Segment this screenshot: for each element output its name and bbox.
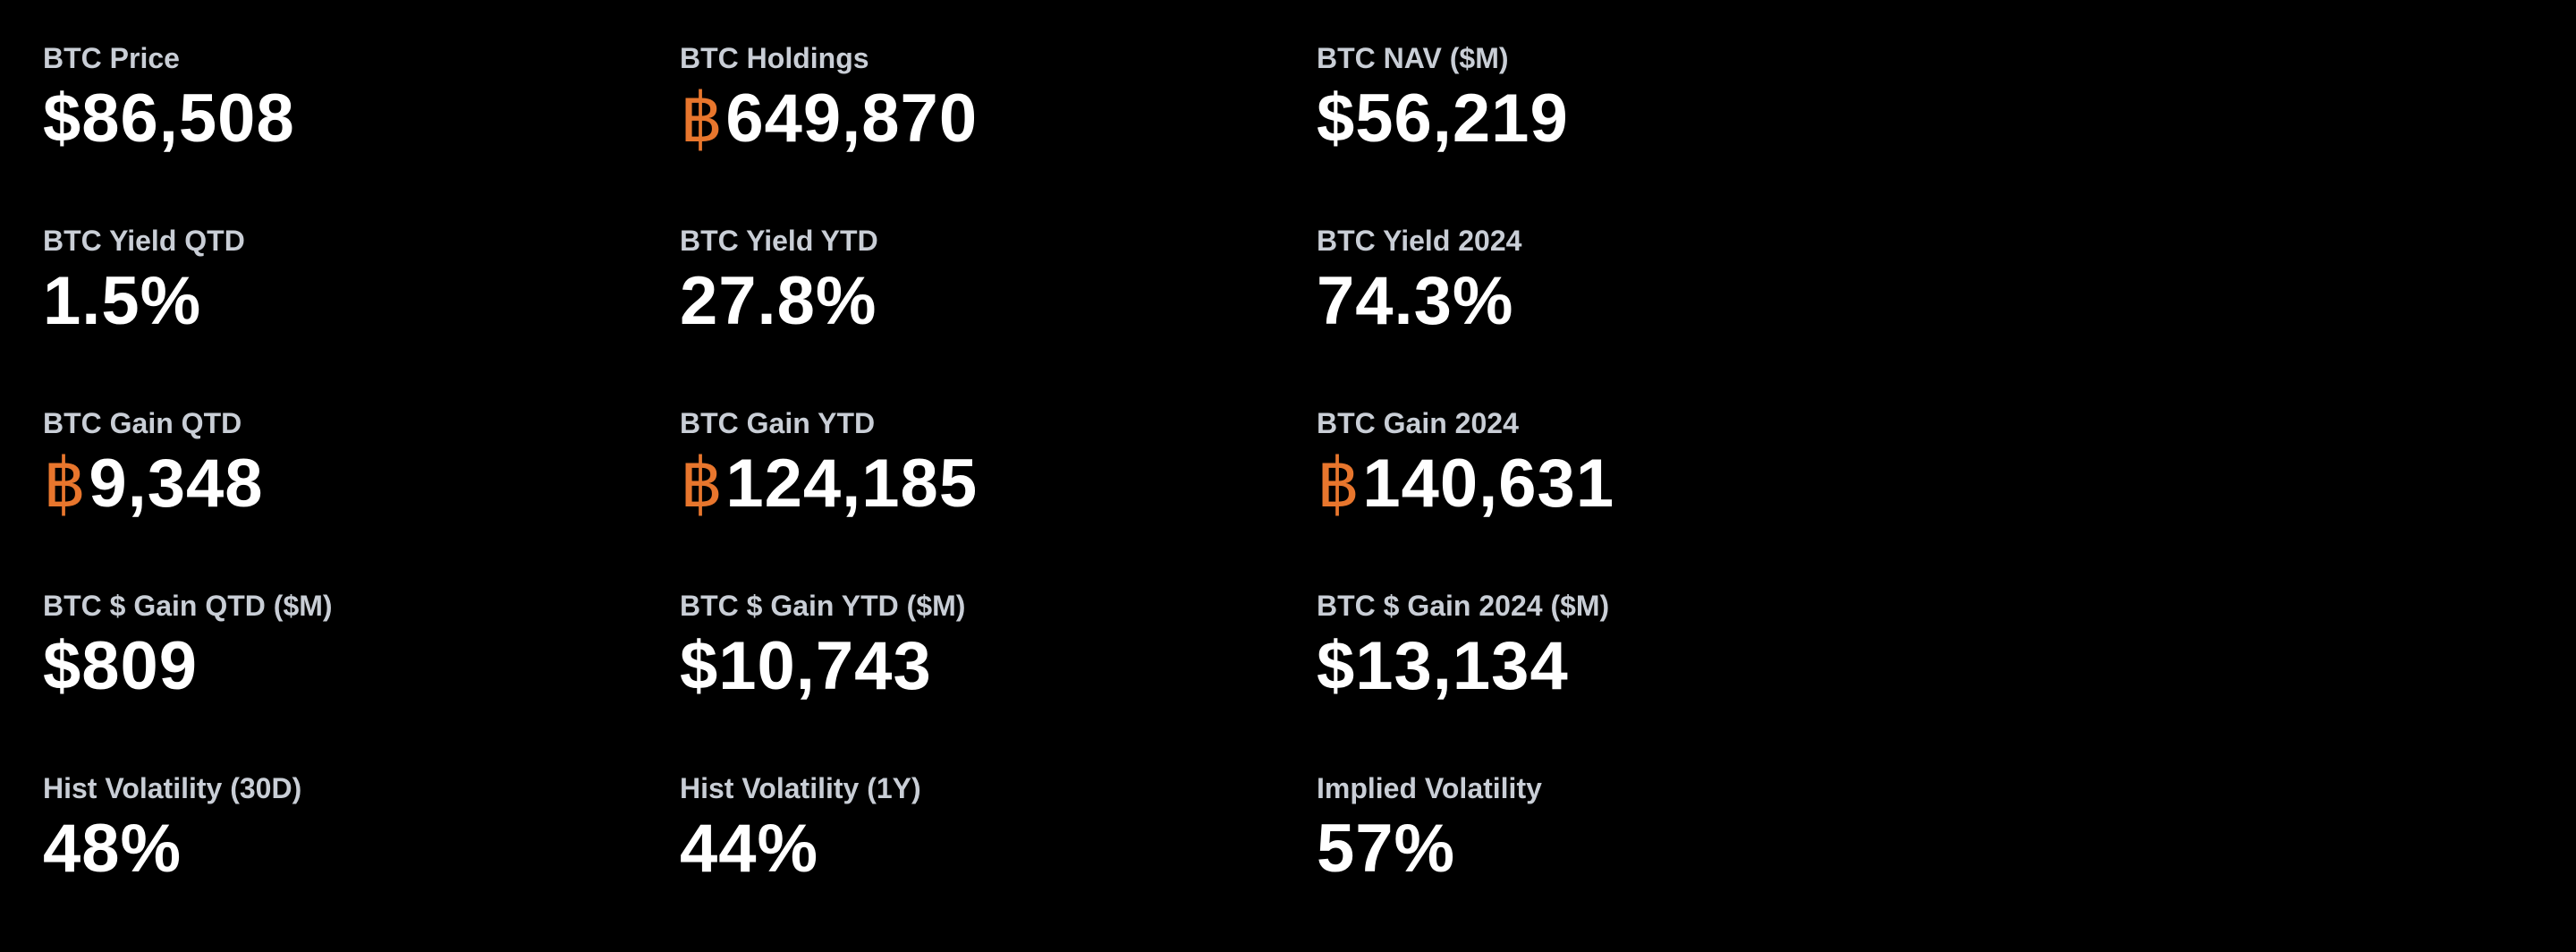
- stat-label: BTC Yield YTD: [680, 225, 878, 257]
- stat-btc-gain-ytd: BTC Gain YTD ฿124,185: [680, 404, 1306, 548]
- stat-btc-dollar-gain-ytd: BTC $ Gain YTD ($M) $10,743: [680, 587, 1306, 730]
- stat-label: BTC Gain YTD: [680, 407, 876, 439]
- stat-value: $56,219: [1317, 81, 1569, 157]
- stat-label: BTC Gain QTD: [43, 407, 242, 439]
- stat-value: $86,508: [43, 81, 295, 157]
- stat-label: BTC Price: [43, 42, 180, 74]
- stat-btc-yield-qtd: BTC Yield QTD 1.5%: [43, 222, 669, 365]
- stat-value: $13,134: [1317, 628, 1569, 704]
- stat-hist-volatility-1y: Hist Volatility (1Y) 44%: [680, 769, 1306, 913]
- stat-label: Hist Volatility (30D): [43, 772, 302, 804]
- stat-value: ฿9,348: [43, 446, 264, 522]
- stat-btc-nav: BTC NAV ($M) $56,219: [1317, 39, 1943, 183]
- stat-value: 48%: [43, 811, 182, 887]
- btc-metrics-grid: BTC Price $86,508 BTC Holdings ฿649,870 …: [43, 0, 2533, 916]
- bitcoin-icon: ฿: [680, 446, 724, 522]
- stat-btc-dollar-gain-2024: BTC $ Gain 2024 ($M) $13,134: [1317, 587, 1943, 730]
- stat-label: BTC Yield QTD: [43, 225, 245, 257]
- bitcoin-icon: ฿: [43, 446, 88, 522]
- stat-label: BTC Gain 2024: [1317, 407, 1519, 439]
- stat-btc-yield-2024: BTC Yield 2024 74.3%: [1317, 222, 1943, 365]
- stat-label: BTC NAV ($M): [1317, 42, 1509, 74]
- stat-implied-volatility: Implied Volatility 57%: [1317, 769, 1943, 913]
- stat-btc-holdings: BTC Holdings ฿649,870: [680, 39, 1306, 183]
- stat-label: BTC Yield 2024: [1317, 225, 1522, 257]
- stat-btc-gain-qtd: BTC Gain QTD ฿9,348: [43, 404, 669, 548]
- metrics-row: BTC Gain QTD ฿9,348 BTC Gain YTD ฿124,18…: [43, 404, 1653, 587]
- stat-value: 74.3%: [1317, 263, 1514, 339]
- metrics-row: BTC $ Gain QTD ($M) $809 BTC $ Gain YTD …: [43, 587, 1653, 769]
- stat-value: ฿140,631: [1317, 446, 1615, 522]
- stat-value: 27.8%: [680, 263, 877, 339]
- metrics-row: BTC Price $86,508 BTC Holdings ฿649,870 …: [43, 39, 1653, 222]
- stat-label: Hist Volatility (1Y): [680, 772, 921, 804]
- bitcoin-icon: ฿: [1317, 446, 1361, 522]
- stat-value: ฿649,870: [680, 81, 979, 157]
- stat-value: $10,743: [680, 628, 932, 704]
- stat-value: 57%: [1317, 811, 1456, 887]
- stat-value: 44%: [680, 811, 819, 887]
- bitcoin-icon: ฿: [680, 81, 724, 157]
- stat-label: BTC $ Gain QTD ($M): [43, 590, 333, 622]
- metrics-row: BTC Yield QTD 1.5% BTC Yield YTD 27.8% B…: [43, 222, 1653, 404]
- stat-value: 1.5%: [43, 263, 202, 339]
- stat-btc-dollar-gain-qtd: BTC $ Gain QTD ($M) $809: [43, 587, 669, 730]
- stat-btc-price: BTC Price $86,508: [43, 39, 669, 183]
- stat-btc-yield-ytd: BTC Yield YTD 27.8%: [680, 222, 1306, 365]
- stat-label: BTC $ Gain 2024 ($M): [1317, 590, 1610, 622]
- stat-label: Implied Volatility: [1317, 772, 1542, 804]
- stat-btc-gain-2024: BTC Gain 2024 ฿140,631: [1317, 404, 1943, 548]
- metrics-row: Hist Volatility (30D) 48% Hist Volatilit…: [43, 769, 1653, 952]
- stat-label: BTC $ Gain YTD ($M): [680, 590, 966, 622]
- stat-hist-volatility-30d: Hist Volatility (30D) 48%: [43, 769, 669, 913]
- stat-value: $809: [43, 628, 199, 704]
- stat-label: BTC Holdings: [680, 42, 869, 74]
- stat-value: ฿124,185: [680, 446, 979, 522]
